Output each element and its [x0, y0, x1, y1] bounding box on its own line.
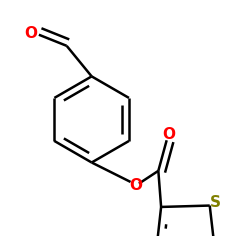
Text: O: O: [162, 127, 175, 142]
Text: O: O: [129, 178, 142, 193]
Text: S: S: [210, 195, 221, 210]
Text: O: O: [24, 26, 38, 41]
